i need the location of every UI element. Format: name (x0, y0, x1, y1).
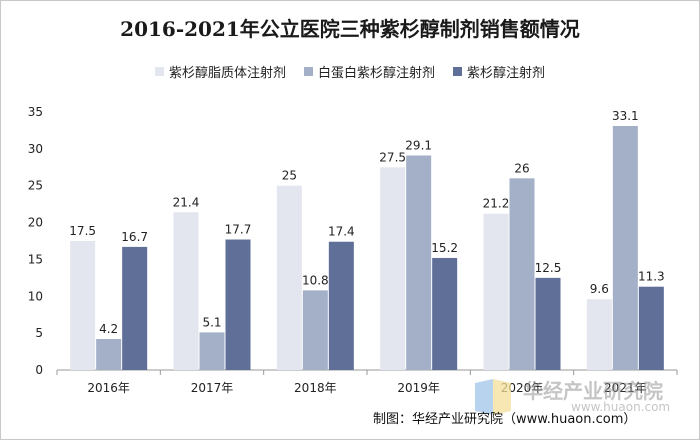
x-tick-label: 2018年 (294, 381, 337, 395)
data-label: 11.3 (638, 270, 665, 284)
x-tick-label: 2017年 (191, 381, 234, 395)
x-tick-label: 2016年 (87, 381, 130, 395)
data-label: 21.2 (483, 197, 510, 211)
y-tick-label: 20 (28, 216, 43, 230)
data-label: 17.7 (225, 223, 252, 237)
y-tick-label: 0 (35, 363, 43, 377)
bar-series-3 (638, 286, 664, 370)
bar-series-1 (173, 212, 199, 370)
bar-series-2 (199, 332, 225, 370)
bar-series-2 (96, 339, 122, 370)
y-tick-label: 35 (28, 105, 43, 119)
data-label: 27.5 (379, 150, 406, 164)
y-tick-label: 5 (35, 326, 43, 340)
watermark-name: 华经产业研究院 (523, 379, 663, 403)
x-tick-label: 2019年 (397, 381, 440, 395)
bar-series-1 (586, 299, 612, 370)
watermark-logo-icon (475, 379, 511, 415)
legend-label-paclitaxel: 紫杉醇注射剂 (467, 66, 546, 81)
chart-title: 2016-2021年公立医院三种紫杉醇制剂销售额情况 (120, 17, 580, 41)
data-label: 5.1 (202, 315, 221, 329)
data-label: 17.4 (328, 225, 355, 239)
bar-series-2 (406, 155, 432, 370)
bar-series-2 (509, 178, 535, 370)
y-tick-label: 15 (28, 252, 43, 266)
source-note: 制图：华经产业研究院（www.huaon.com） (373, 412, 637, 427)
legend-label-albumin: 白蛋白紫杉醇注射剂 (317, 66, 435, 81)
legend-swatch-paclitaxel (453, 67, 462, 76)
watermark: 华经产业研究院 www.huaon.com (471, 375, 681, 425)
data-label: 16.7 (121, 230, 148, 244)
bar-series-2 (612, 126, 638, 371)
x-tick-label: 2021年 (604, 381, 647, 395)
legend-item-paclitaxel: 紫杉醇注射剂 (453, 62, 545, 81)
bar-series-1 (483, 213, 509, 370)
bar-series-3 (122, 246, 148, 370)
y-tick-label: 30 (28, 142, 43, 156)
bar-series-3 (225, 239, 251, 370)
legend-item-liposome: 紫杉醇脂质体注射剂 (154, 62, 286, 81)
data-label: 33.1 (612, 109, 639, 123)
data-label: 12.5 (535, 261, 562, 275)
data-label: 25 (282, 169, 297, 183)
watermark-url: www.huaon.com (571, 400, 671, 414)
data-label: 10.8 (302, 273, 329, 287)
y-tick-label: 25 (28, 179, 43, 193)
bar-series-3 (432, 257, 458, 370)
data-label: 21.4 (173, 195, 200, 209)
data-label: 9.6 (590, 282, 609, 296)
chart-legend: 紫杉醇脂质体注射剂 白蛋白紫杉醇注射剂 紫杉醇注射剂 (1, 62, 699, 81)
bar-series-3 (535, 277, 561, 370)
data-label: 29.1 (405, 138, 432, 152)
bar-series-1 (380, 167, 406, 370)
legend-swatch-albumin (303, 67, 313, 76)
legend-item-albumin: 白蛋白紫杉醇注射剂 (303, 62, 435, 81)
bar-series-2 (302, 290, 328, 370)
data-label: 17.5 (69, 224, 96, 238)
bar-series-1 (276, 185, 302, 370)
bar-series-1 (70, 241, 96, 370)
legend-swatch-liposome (154, 67, 164, 76)
y-tick-label: 10 (28, 289, 43, 303)
data-label: 15.2 (431, 241, 458, 255)
data-label: 4.2 (99, 322, 118, 336)
x-tick-label: 2020年 (501, 381, 544, 395)
legend-label-liposome: 紫杉醇脂质体注射剂 (168, 66, 286, 81)
bar-series-3 (328, 241, 354, 370)
data-label: 26 (514, 161, 529, 175)
